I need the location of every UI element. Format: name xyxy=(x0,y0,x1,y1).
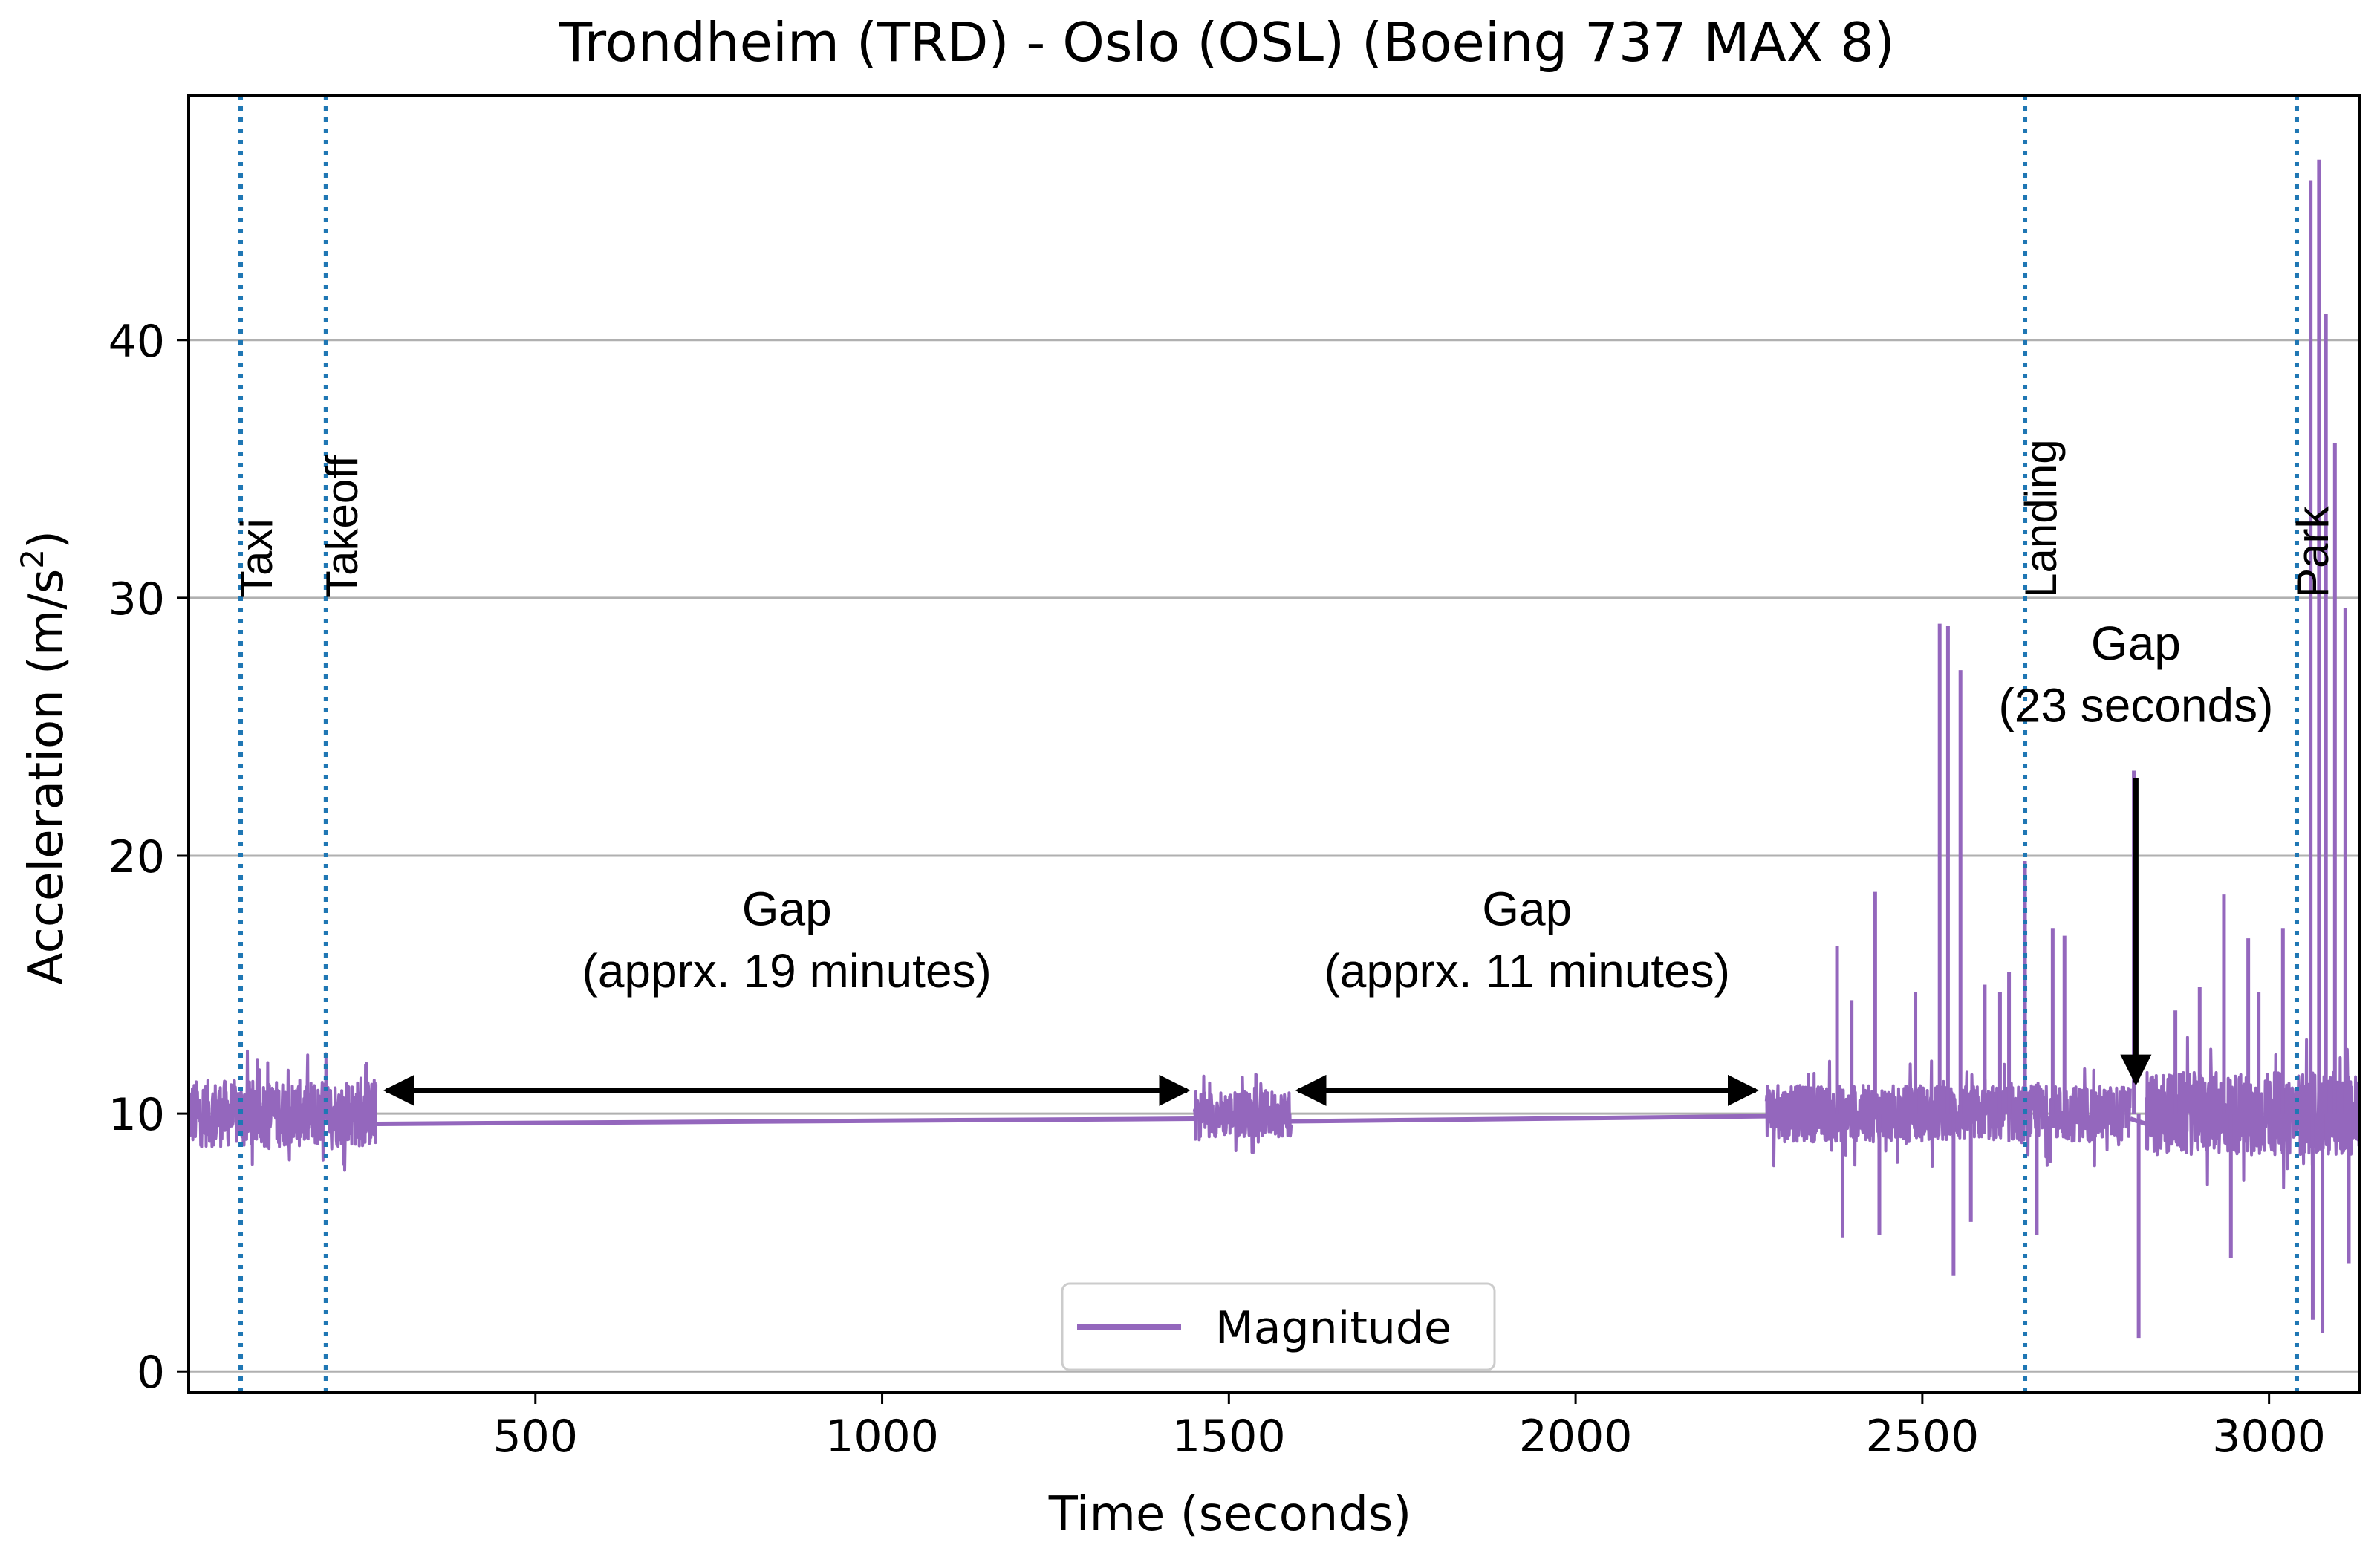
x-tick-label-1500: 1500 xyxy=(1172,1411,1286,1463)
gap-label-duration-0: (apprx. 19 minutes) xyxy=(582,944,992,998)
x-tick-label-500: 500 xyxy=(493,1411,579,1463)
series-segment-2 xyxy=(1192,1073,1293,1154)
x-tick-label-1000: 1000 xyxy=(825,1411,939,1463)
gap-label-duration-2: (23 seconds) xyxy=(1998,678,2273,732)
legend-box xyxy=(1061,1282,1496,1371)
chart-title: Trondheim (TRD) - Oslo (OSL) (Boeing 737… xyxy=(559,11,1895,74)
series-segment-0 xyxy=(187,1049,378,1172)
y-axis-label-main: Acceleration (m/s xyxy=(19,569,74,985)
x-tick-label-2500: 2500 xyxy=(1866,1411,1980,1463)
y-tick-label-30: 30 xyxy=(108,573,165,625)
gap-label-duration-1: (apprx. 11 minutes) xyxy=(1324,944,1730,998)
phase-label-takeoff: Takeoff xyxy=(317,455,367,598)
gap-label-title-0: Gap xyxy=(742,882,832,936)
y-tick-label-0: 0 xyxy=(137,1347,165,1399)
phase-markers: Taxi Takeoff Landing Park xyxy=(232,95,2338,1392)
y-axis-label-end: ) xyxy=(19,530,74,549)
y-tick-label-40: 40 xyxy=(108,316,165,368)
x-axis-label: Time (seconds) xyxy=(1048,1487,1412,1542)
gap-label-title-2: Gap xyxy=(2091,617,2181,670)
y-axis-label: Acceleration (m/s2) xyxy=(14,530,74,985)
phase-label-taxi: Taxi xyxy=(232,518,282,598)
y-tick-label-10: 10 xyxy=(108,1089,165,1141)
legend-label-magnitude: Magnitude xyxy=(1215,1302,1451,1354)
gap-label-title-1: Gap xyxy=(1482,882,1572,936)
plot-frame xyxy=(187,94,2361,1394)
gap-line-1 xyxy=(376,1116,1194,1126)
x-tick-label-2000: 2000 xyxy=(1519,1411,1633,1463)
axes: 0 10 20 30 40 500 1000 1500 2000 2500 3000 xyxy=(108,94,2361,1463)
phase-label-landing: Landing xyxy=(2016,439,2066,598)
x-tick-label-3000: 3000 xyxy=(2212,1411,2326,1463)
phase-label-park: Park xyxy=(2288,506,2338,598)
series-magnitude xyxy=(187,159,2361,1339)
legend: Magnitude xyxy=(1061,1282,1496,1371)
annotations: Gap (apprx. 19 minutes) Gap (apprx. 11 minu… xyxy=(383,617,2273,1106)
y-axis-label-sup: 2 xyxy=(14,549,51,569)
y-tick-label-20: 20 xyxy=(108,831,165,883)
gap-line-3 xyxy=(1291,1114,1766,1124)
